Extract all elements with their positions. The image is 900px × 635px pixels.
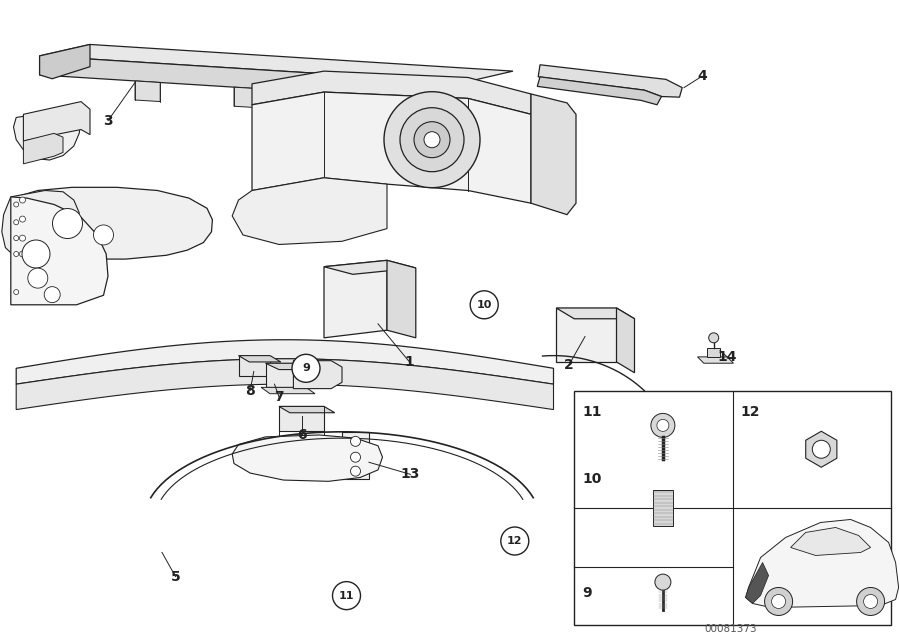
Polygon shape bbox=[266, 363, 302, 387]
Polygon shape bbox=[537, 77, 662, 105]
Polygon shape bbox=[261, 387, 315, 394]
Circle shape bbox=[350, 436, 361, 446]
Polygon shape bbox=[232, 178, 387, 244]
Text: 2: 2 bbox=[564, 358, 573, 372]
Polygon shape bbox=[234, 87, 259, 108]
Circle shape bbox=[771, 594, 786, 608]
Polygon shape bbox=[40, 44, 513, 83]
Text: 8: 8 bbox=[246, 384, 255, 398]
Circle shape bbox=[20, 197, 25, 203]
Circle shape bbox=[20, 235, 25, 241]
Circle shape bbox=[708, 333, 719, 343]
Polygon shape bbox=[16, 340, 554, 384]
Text: 3: 3 bbox=[104, 114, 112, 128]
Circle shape bbox=[857, 587, 885, 615]
Polygon shape bbox=[387, 260, 416, 338]
Circle shape bbox=[657, 419, 669, 431]
Polygon shape bbox=[698, 357, 733, 363]
Polygon shape bbox=[531, 94, 576, 215]
Text: 4: 4 bbox=[698, 69, 706, 83]
Text: 9: 9 bbox=[302, 363, 310, 373]
Polygon shape bbox=[252, 92, 531, 203]
Text: 10: 10 bbox=[476, 300, 492, 310]
Polygon shape bbox=[23, 102, 90, 141]
Polygon shape bbox=[293, 361, 342, 389]
Circle shape bbox=[765, 587, 793, 615]
Circle shape bbox=[864, 594, 878, 608]
Bar bbox=[652, 490, 673, 526]
Circle shape bbox=[44, 286, 60, 303]
Polygon shape bbox=[252, 71, 531, 114]
Polygon shape bbox=[11, 197, 108, 305]
Circle shape bbox=[400, 108, 464, 171]
Text: 10: 10 bbox=[582, 472, 601, 486]
Circle shape bbox=[22, 240, 50, 268]
Text: 7: 7 bbox=[274, 390, 284, 404]
Circle shape bbox=[350, 466, 361, 476]
Polygon shape bbox=[4, 187, 212, 259]
Circle shape bbox=[651, 413, 675, 438]
Polygon shape bbox=[745, 563, 769, 603]
Text: 12: 12 bbox=[507, 536, 523, 546]
Circle shape bbox=[52, 208, 83, 239]
Circle shape bbox=[500, 527, 529, 555]
Text: 1: 1 bbox=[405, 355, 414, 369]
Circle shape bbox=[20, 251, 25, 257]
Polygon shape bbox=[40, 56, 464, 102]
Circle shape bbox=[14, 202, 19, 207]
Circle shape bbox=[14, 251, 19, 257]
Polygon shape bbox=[707, 348, 720, 357]
Polygon shape bbox=[279, 406, 335, 413]
Circle shape bbox=[424, 131, 440, 148]
Text: 12: 12 bbox=[741, 404, 760, 418]
Polygon shape bbox=[324, 260, 387, 338]
Polygon shape bbox=[556, 308, 634, 319]
Polygon shape bbox=[135, 81, 160, 102]
Polygon shape bbox=[238, 356, 281, 362]
Text: 5: 5 bbox=[171, 570, 180, 584]
Circle shape bbox=[655, 574, 670, 590]
Circle shape bbox=[292, 354, 320, 382]
Bar bbox=[574, 391, 891, 625]
Polygon shape bbox=[2, 190, 79, 259]
Polygon shape bbox=[232, 435, 382, 481]
Polygon shape bbox=[538, 65, 682, 97]
Circle shape bbox=[384, 91, 480, 188]
Circle shape bbox=[350, 452, 361, 462]
Polygon shape bbox=[324, 260, 416, 274]
Circle shape bbox=[28, 268, 48, 288]
Polygon shape bbox=[616, 308, 634, 373]
Polygon shape bbox=[16, 359, 554, 410]
Polygon shape bbox=[342, 432, 369, 479]
Polygon shape bbox=[806, 431, 837, 467]
Circle shape bbox=[14, 220, 19, 225]
Circle shape bbox=[20, 216, 25, 222]
Polygon shape bbox=[342, 94, 367, 114]
Polygon shape bbox=[266, 363, 315, 370]
Polygon shape bbox=[238, 356, 270, 376]
Circle shape bbox=[14, 290, 19, 295]
Text: 9: 9 bbox=[582, 586, 592, 600]
Circle shape bbox=[470, 291, 499, 319]
Polygon shape bbox=[790, 528, 870, 556]
Text: 11: 11 bbox=[338, 591, 355, 601]
Circle shape bbox=[332, 582, 361, 610]
Polygon shape bbox=[40, 44, 90, 79]
Polygon shape bbox=[556, 308, 617, 362]
Circle shape bbox=[414, 122, 450, 157]
Circle shape bbox=[94, 225, 113, 245]
Text: 00081373: 00081373 bbox=[705, 624, 757, 634]
Circle shape bbox=[813, 440, 831, 458]
Polygon shape bbox=[745, 519, 898, 608]
Text: 13: 13 bbox=[400, 467, 420, 481]
Polygon shape bbox=[14, 108, 81, 160]
Text: 11: 11 bbox=[582, 404, 602, 418]
Polygon shape bbox=[23, 133, 63, 164]
Text: 6: 6 bbox=[297, 428, 306, 442]
Polygon shape bbox=[279, 406, 324, 431]
Circle shape bbox=[14, 236, 19, 241]
Text: 14: 14 bbox=[717, 350, 737, 364]
